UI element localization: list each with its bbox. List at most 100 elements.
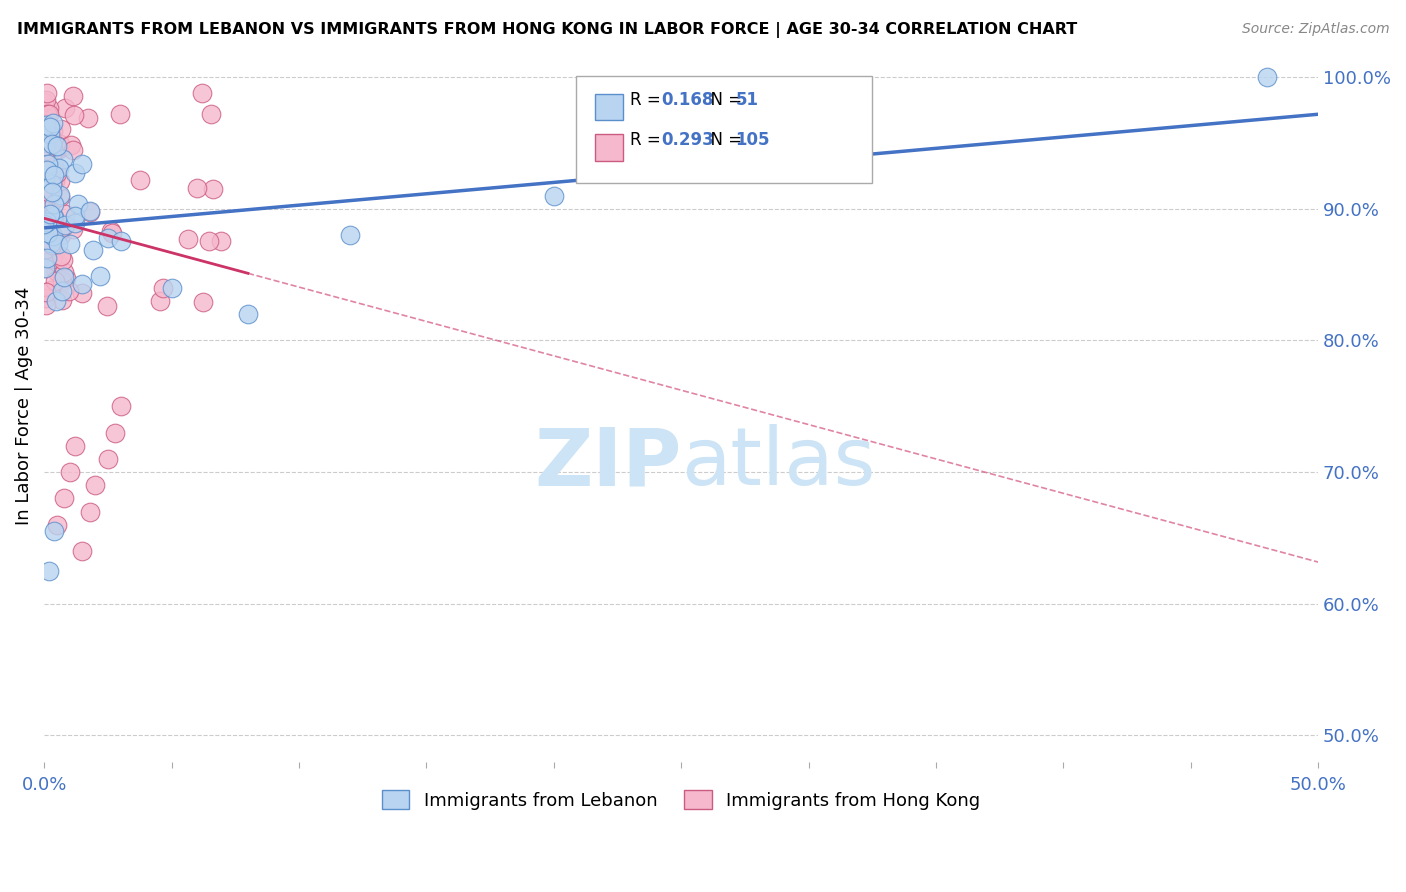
Point: [44, 174, 66, 188]
Point: [44, 524, 66, 539]
Point: [34, 260, 56, 275]
Point: [45, 138, 67, 153]
Point: [46, 255, 69, 269]
Text: N =: N =: [700, 131, 748, 149]
Point: [35, 203, 58, 218]
Point: [186, 181, 208, 195]
Point: [72, 277, 94, 291]
Point: [39, 236, 62, 251]
Point: [38, 101, 60, 115]
Point: [72, 157, 94, 171]
Point: [100, 224, 122, 238]
Point: [35, 164, 58, 178]
Point: [42, 160, 65, 174]
Point: [49, 227, 72, 242]
Point: [46, 166, 69, 180]
Point: [72, 544, 94, 558]
Point: [35, 242, 58, 256]
Point: [51, 284, 73, 298]
Point: [37, 157, 59, 171]
Point: [41, 235, 63, 250]
Point: [34, 260, 56, 275]
Point: [34, 118, 56, 132]
Point: [55, 207, 77, 221]
Point: [176, 231, 198, 245]
Point: [45, 293, 67, 308]
Point: [79, 204, 101, 219]
Point: [63, 165, 86, 179]
Point: [58, 284, 80, 298]
Point: [34, 120, 56, 134]
Point: [198, 234, 221, 248]
Point: [110, 234, 132, 248]
Point: [41, 185, 63, 199]
Point: [35, 118, 58, 132]
Point: [77, 111, 100, 125]
Point: [34, 93, 56, 107]
Point: [110, 106, 132, 120]
Point: [52, 252, 75, 267]
Point: [39, 120, 62, 134]
Point: [70, 286, 93, 301]
Point: [41, 177, 63, 191]
Point: [101, 226, 124, 240]
Point: [34, 192, 56, 206]
Point: [236, 307, 259, 321]
Point: [209, 234, 232, 248]
Point: [41, 147, 63, 161]
Point: [53, 491, 76, 506]
Point: [45, 517, 67, 532]
Point: [48, 136, 70, 151]
Point: [37, 215, 59, 229]
Point: [38, 227, 60, 241]
Point: [34, 238, 56, 252]
Point: [39, 283, 62, 297]
Point: [41, 177, 63, 191]
Point: [46, 236, 69, 251]
Point: [39, 124, 62, 138]
Point: [35, 251, 58, 265]
Point: [35, 291, 58, 305]
Point: [34, 139, 56, 153]
Point: [62, 222, 84, 236]
Point: [51, 221, 73, 235]
Point: [191, 295, 214, 310]
Point: [34, 156, 56, 170]
Point: [37, 166, 59, 180]
Point: [53, 269, 76, 284]
Point: [49, 224, 72, 238]
Point: [58, 465, 80, 479]
Point: [48, 161, 70, 176]
Point: [35, 212, 58, 227]
Point: [82, 243, 104, 257]
Point: [34, 218, 56, 232]
Point: [39, 207, 62, 221]
Point: [128, 173, 150, 187]
Point: [97, 230, 120, 244]
Point: [38, 564, 60, 578]
Point: [84, 478, 107, 492]
Point: [45, 138, 67, 153]
Point: [38, 107, 60, 121]
Text: atlas: atlas: [681, 424, 876, 502]
Point: [49, 249, 72, 263]
Point: [46, 138, 69, 153]
Point: [62, 143, 84, 157]
Point: [32, 212, 55, 227]
Y-axis label: In Labor Force | Age 30-34: In Labor Force | Age 30-34: [15, 287, 32, 525]
Text: 0.293: 0.293: [661, 131, 714, 149]
Point: [45, 264, 67, 278]
Point: [35, 153, 58, 168]
Point: [49, 173, 72, 187]
Point: [42, 211, 65, 225]
Point: [38, 186, 60, 200]
Point: [39, 127, 62, 141]
Point: [44, 197, 66, 211]
Point: [63, 209, 86, 223]
Point: [39, 243, 62, 257]
Point: [104, 425, 127, 440]
Point: [34, 298, 56, 312]
Point: [51, 274, 73, 288]
Text: Source: ZipAtlas.com: Source: ZipAtlas.com: [1241, 22, 1389, 37]
Point: [34, 162, 56, 177]
